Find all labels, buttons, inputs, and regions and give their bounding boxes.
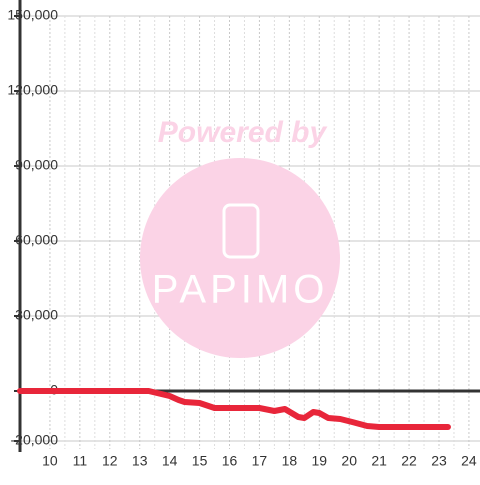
watermark-title: Powered by [158,116,328,149]
x-tick-label: 19 [311,453,327,469]
x-tick-label: 12 [102,453,118,469]
x-tick-label: 13 [132,453,148,469]
x-tick-label: 14 [162,453,178,469]
x-tick-label: 21 [371,453,387,469]
y-tick-label: 120,000 [7,82,58,98]
data-line [17,388,451,430]
x-tick-label: 20 [341,453,357,469]
watermark-phone [222,203,260,259]
plot: -20,000030,00060,00090,000120,000150,000… [7,0,480,469]
x-tick-label: 22 [401,453,417,469]
x-tick-label: 15 [192,453,208,469]
y-tick-label: 60,000 [15,232,58,248]
x-tick-label: 17 [252,453,268,469]
x-tick-label: 23 [431,453,447,469]
x-tick-label: 18 [282,453,298,469]
x-tick-label: 24 [461,453,477,469]
watermark-logo: PAPIMO [152,268,329,312]
x-tick-label: 10 [42,453,58,469]
y-tick-label: 150,000 [7,7,58,23]
y-tick-label: -20,000 [11,432,59,448]
x-tick-label: 16 [222,453,238,469]
watermark: Powered by PAPIMO [140,116,340,358]
y-tick-label: 90,000 [15,157,58,173]
y-tick-label: 30,000 [15,307,58,323]
x-tick-label: 11 [73,453,88,469]
